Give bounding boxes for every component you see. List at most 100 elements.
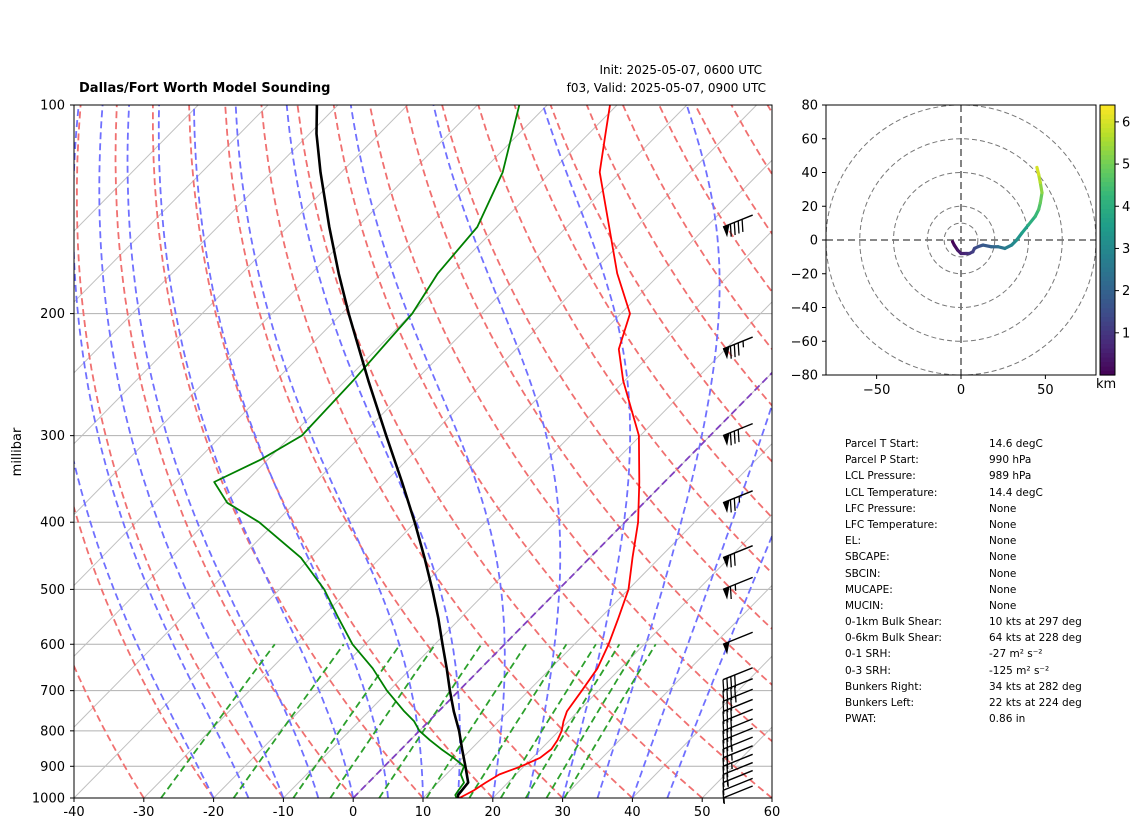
colorbar-label: km — [1096, 377, 1116, 392]
colorbar-step — [1100, 325, 1115, 331]
index-value: None — [989, 502, 1017, 515]
colorbar-step — [1100, 123, 1115, 129]
wind-barb — [722, 490, 753, 514]
hodo-y-tick-label: 60 — [801, 132, 818, 147]
mixing-ratio-line — [500, 643, 597, 798]
index-value: 14.4 degC — [989, 486, 1043, 499]
dry-adiabat — [405, 105, 772, 686]
moist-adiabat — [631, 402, 772, 798]
colorbar-step — [1100, 127, 1115, 133]
colorbar-step — [1100, 316, 1115, 322]
x-tick-label: 20 — [485, 805, 502, 820]
index-label: LCL Temperature: — [845, 486, 938, 499]
wind-barb — [722, 576, 753, 600]
index-label: SBCAPE: — [845, 551, 890, 564]
x-tick-label: 50 — [694, 805, 711, 820]
dry-adiabat — [76, 105, 285, 798]
index-label: Parcel P Start: — [845, 454, 919, 467]
index-label: Bunkers Right: — [845, 680, 922, 693]
isotherm-line — [74, 105, 339, 374]
index-label: 0-1 SRH: — [845, 648, 891, 661]
index-value: 34 kts at 282 deg — [989, 680, 1082, 693]
y-tick-label: 800 — [40, 724, 65, 739]
init-time: Init: 2025-05-07, 0600 UTC — [599, 63, 762, 77]
mixing-ratio-line — [545, 643, 640, 798]
isotherm-line — [632, 655, 772, 798]
colorbar-step — [1100, 343, 1115, 349]
colorbar-step — [1100, 312, 1115, 318]
colorbar-step — [1100, 334, 1115, 340]
hodo-x-tick-label: 0 — [957, 383, 965, 398]
mixing-ratio-line — [525, 643, 621, 798]
hodo-y-tick-label: −20 — [791, 267, 818, 282]
colorbar-step — [1100, 186, 1115, 192]
colorbar-step — [1100, 330, 1115, 336]
isotherm-line — [74, 105, 199, 232]
isotherm-line — [74, 105, 548, 587]
isotherm-line — [74, 105, 408, 445]
colorbar-step — [1100, 195, 1115, 201]
x-tick-label: 40 — [624, 805, 641, 820]
hodo-y-tick-label: −60 — [791, 335, 818, 350]
dry-adiabat — [74, 504, 215, 798]
wind-barb — [722, 336, 753, 360]
dry-adiabat — [513, 105, 772, 519]
colorbar-step — [1100, 307, 1115, 313]
isotherm-line — [74, 105, 269, 303]
index-label: Parcel T Start: — [845, 438, 919, 450]
hodograph-segment — [1038, 191, 1044, 205]
moist-adiabat — [596, 105, 721, 798]
colorbar-step — [1100, 352, 1115, 358]
colorbar-step — [1100, 276, 1115, 282]
dry-adiabat — [585, 105, 772, 407]
isotherm-line — [74, 105, 757, 798]
dry-adiabat — [260, 105, 634, 798]
colorbar-step — [1100, 249, 1115, 255]
colorbar-step — [1100, 141, 1115, 147]
index-label: Bunkers Left: — [845, 697, 915, 709]
hodo-x-tick-label: 50 — [1037, 383, 1054, 398]
hodo-y-tick-label: 20 — [801, 200, 818, 215]
index-value: None — [989, 518, 1017, 531]
index-label: 0-3 SRH: — [845, 664, 891, 677]
valid-time: f03, Valid: 2025-05-07, 0900 UTC — [567, 81, 766, 95]
moist-adiabat — [74, 458, 215, 798]
index-value: None — [989, 535, 1017, 548]
wind-barb — [722, 667, 753, 693]
colorbar-step — [1100, 271, 1115, 277]
mixing-ratio-line — [425, 643, 527, 798]
colorbar-step — [1100, 150, 1115, 156]
dewpoint-profile — [213, 105, 521, 798]
x-tick-label: 10 — [415, 805, 432, 820]
x-tick-label: 30 — [554, 805, 571, 820]
dry-adiabat — [74, 663, 145, 798]
index-value: 990 hPa — [989, 454, 1032, 467]
isotherm-line — [143, 159, 772, 798]
moist-adiabat — [157, 105, 355, 798]
y-tick-label: 400 — [40, 516, 65, 531]
colorbar-step — [1100, 226, 1115, 232]
isotherm-line — [562, 584, 772, 798]
colorbar-step — [1100, 366, 1115, 372]
colorbar-step — [1100, 294, 1115, 300]
moist-adiabat — [126, 105, 320, 798]
colorbar-tick-label: 4 — [1122, 200, 1130, 215]
mixing-ratio-line — [329, 643, 436, 798]
dry-adiabat — [840, 105, 1142, 798]
colorbar-step — [1100, 231, 1115, 237]
colorbar-step — [1100, 280, 1115, 286]
index-label: LCL Pressure: — [845, 470, 916, 483]
moist-adiabat — [74, 105, 250, 798]
colorbar-step — [1100, 361, 1115, 367]
moist-adiabat — [349, 105, 506, 798]
isotherm-line — [771, 797, 772, 798]
dry-adiabat — [477, 105, 772, 575]
colorbar-step — [1100, 177, 1115, 183]
y-axis-label: millibar — [10, 427, 25, 476]
colorbar-step — [1100, 105, 1115, 111]
isotherm-line — [422, 442, 772, 798]
y-tick-label: 100 — [40, 99, 65, 114]
dry-adiabat — [622, 105, 772, 351]
colorbar-step — [1100, 208, 1115, 214]
moist-adiabat — [98, 105, 285, 798]
